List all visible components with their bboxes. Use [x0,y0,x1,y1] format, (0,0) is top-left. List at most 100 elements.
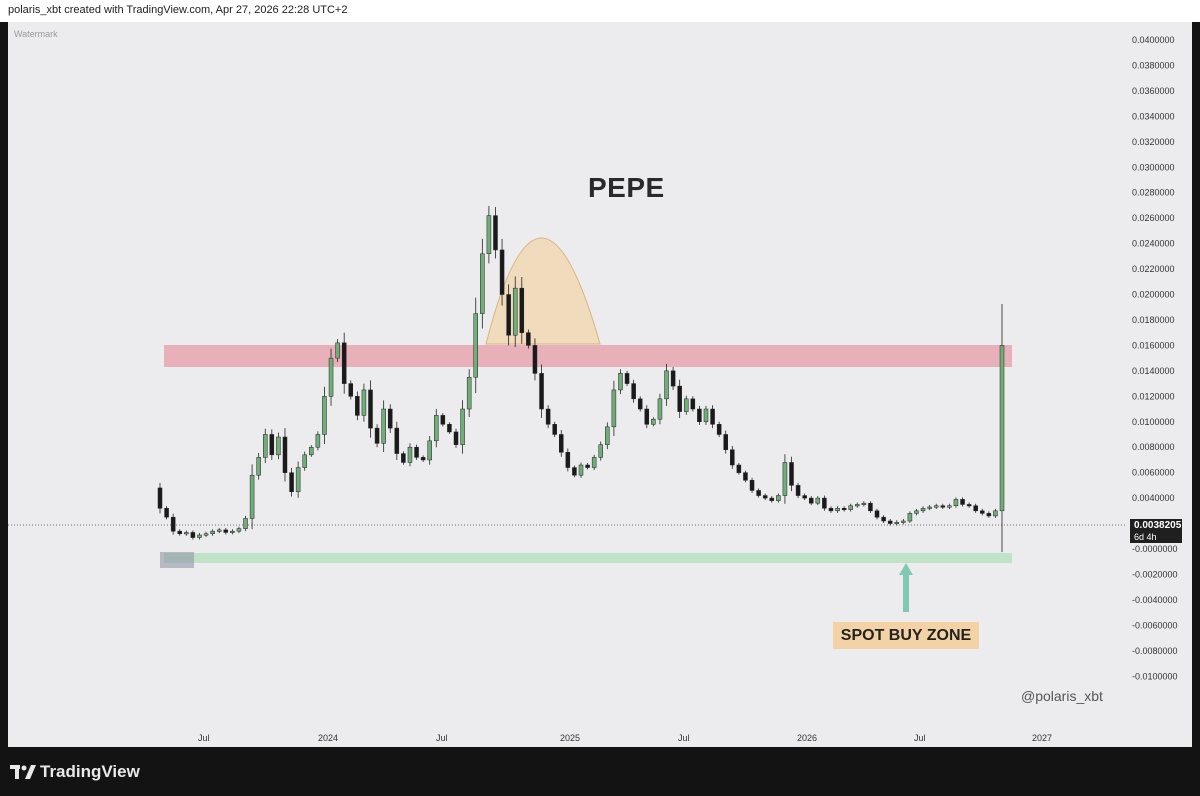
candle-body [177,530,182,534]
candle-body [993,510,998,517]
candle-body [499,249,505,295]
last-price-tag: 0.0038205 6d 4h [1130,519,1182,543]
time-axis-tick: Jul [678,733,690,743]
time-axis-tick: Jul [436,733,448,743]
price-axis-tick: 0.0180000 [1132,315,1175,325]
candle-body [263,434,268,458]
price-axis-tick: 0.0280000 [1132,188,1175,198]
candle-body [664,370,669,400]
time-axis-tick: Jul [914,733,926,743]
candle-body [677,385,682,412]
author-credit: @polaris_xbt [1021,688,1103,704]
price-axis: 0.0400000 0.0380000 0.0360000 0.0340000 0.03… [1132,35,1178,681]
candle-body [749,480,755,491]
chart-area[interactable] [8,22,1192,747]
candle-body [190,532,196,538]
candle-body [815,497,821,504]
price-axis-tick: 0.0060000 [1132,468,1175,478]
candle-body [690,398,696,410]
candle-body [473,313,478,378]
candle-body [855,504,860,507]
candle-body [230,530,235,533]
time-axis-tick: Jul [198,733,210,743]
candle-body [282,436,288,473]
price-axis-tick: 0.0380000 [1132,60,1175,70]
attribution-text: polaris_xbt created with TradingView.com… [8,4,348,16]
candle-body [164,508,169,518]
candle-body [539,373,544,410]
price-axis-tick: -0.0100000 [1132,671,1178,681]
candle-body [637,398,643,410]
candle-body [914,510,919,514]
spot-buy-zone-label: SPOT BUY ZONE [833,622,979,649]
candle-body [980,510,985,514]
candle-body [927,506,932,509]
candle-body [486,215,492,255]
candle-body [309,446,314,456]
price-axis-tick: 0.0100000 [1132,417,1175,427]
tradingview-wordmark: TradingView [40,762,140,781]
candle-body [868,502,873,512]
candle-body [789,462,794,486]
candle-body [947,505,952,508]
candle-countdown: 6d 4h [1134,532,1157,542]
candle-body [953,499,959,506]
candle-body [795,485,801,496]
candle-body [401,453,406,463]
candle-body [519,287,525,333]
candle-body [414,446,419,458]
candle-body [361,389,367,416]
candle-body [710,408,715,425]
candle-body [598,444,603,458]
candle-body [368,389,373,429]
candle-body [440,415,446,425]
support-zone [164,553,1012,563]
time-axis-tick: 2024 [318,733,338,743]
candle-body [256,457,261,476]
candle-body [493,215,498,251]
candle-body [762,495,768,499]
candle-body [532,345,538,374]
candle-body [697,408,702,422]
price-axis-tick: -0.0080000 [1132,646,1178,656]
candle-body [559,434,564,453]
candle-body [644,408,650,425]
tradingview-logo-icon [10,765,36,779]
candle-body [940,505,946,508]
candle-body [670,370,676,387]
candle-body [881,516,886,522]
candle-body [657,398,663,420]
candle-body [874,510,880,518]
price-axis-tick: 0.0120000 [1132,391,1175,401]
candle-body [565,452,571,468]
price-axis-tick: 0.0340000 [1132,111,1175,121]
price-axis-tick: -0.0020000 [1132,569,1178,579]
candle-body [920,508,926,512]
candle-body [545,408,551,425]
price-axis-tick: 0.0260000 [1132,213,1175,223]
price-axis-tick: -0.0000000 [1132,544,1178,554]
candle-body [236,528,242,532]
candle-body [907,513,913,522]
candles [157,206,1005,553]
candle-body [480,253,485,314]
candle-body [466,376,472,410]
spot-buy-arrow [899,563,913,612]
candle-body [302,454,307,468]
candle-body [999,345,1005,512]
candle-body [605,426,610,445]
candle-body [407,446,413,463]
price-axis-tick: 0.0320000 [1132,137,1175,147]
price-chart[interactable]: 0.0400000 0.0380000 0.0360000 0.0340000 0.03… [8,22,1192,747]
time-axis: Jul 2024 Jul 2025 Jul 2026 Jul 2027 [198,733,1052,743]
candle-body [249,474,255,519]
candle-body [776,495,781,501]
candle-body [611,389,617,428]
candle-body [203,533,209,536]
candle-body [703,408,709,422]
candle-body [243,518,248,529]
candle-body [157,487,163,509]
candle-body [381,408,386,444]
candle-body [848,505,853,510]
candle-body [736,464,742,473]
